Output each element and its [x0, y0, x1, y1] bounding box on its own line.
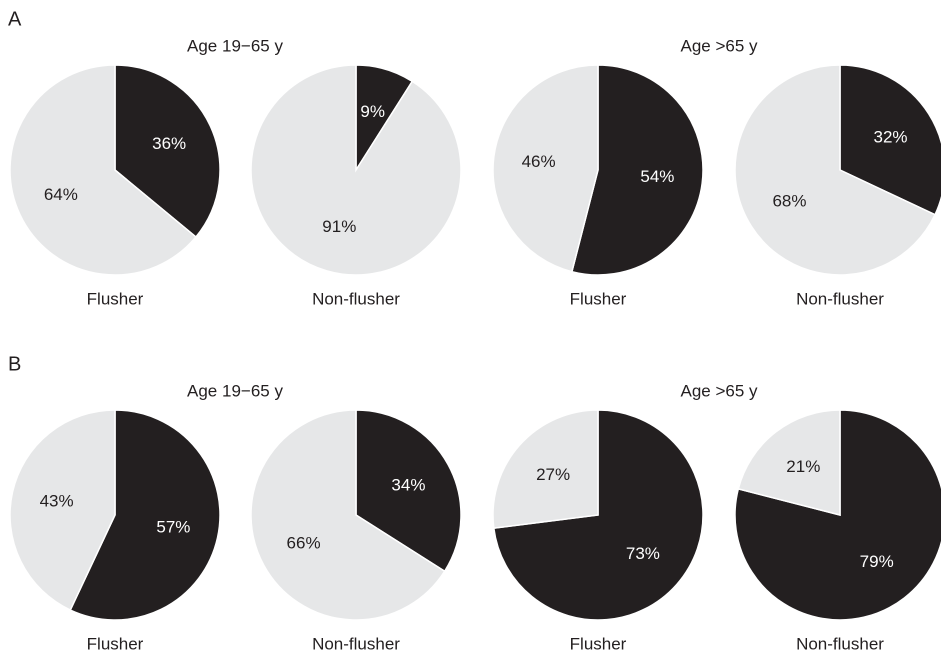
pie-slice — [9, 64, 197, 276]
slice-label: 66% — [287, 533, 321, 552]
slice-label: 36% — [152, 134, 186, 153]
pie-slice — [839, 64, 941, 216]
pie-label: Flusher — [87, 634, 144, 653]
slice-label: 46% — [522, 152, 556, 171]
group-title: Age >65 y — [680, 36, 758, 55]
pie-slice — [492, 409, 599, 529]
pie-label: Non-flusher — [312, 634, 400, 653]
slice-label: 9% — [360, 102, 385, 121]
slice-label: 64% — [44, 185, 78, 204]
pie-slice — [250, 409, 446, 621]
slice-label: 79% — [860, 552, 894, 571]
slice-label: 21% — [786, 457, 820, 476]
pie-label: Flusher — [570, 289, 627, 308]
slice-label: 68% — [772, 192, 806, 211]
pie-label: Non-flusher — [312, 289, 400, 308]
slice-label: 54% — [640, 167, 674, 186]
pie-label: Non-flusher — [796, 289, 884, 308]
slice-label: 57% — [156, 518, 190, 537]
pie-label: Flusher — [570, 634, 627, 653]
pie-slice — [114, 64, 221, 238]
slice-label: 91% — [322, 217, 356, 236]
slice-label: 27% — [536, 465, 570, 484]
slice-label: 32% — [874, 127, 908, 146]
pie-slice — [734, 64, 937, 276]
panel-label: B — [8, 353, 21, 375]
pie-slice — [69, 409, 221, 621]
pie-label: Non-flusher — [796, 634, 884, 653]
slice-label: 73% — [626, 544, 660, 563]
slice-label: 34% — [391, 476, 425, 495]
group-title: Age >65 y — [680, 381, 758, 400]
pie-label: Flusher — [87, 289, 144, 308]
pie-slice — [737, 409, 841, 516]
group-title: Age 19−65 y — [187, 36, 283, 55]
pie-slice — [492, 64, 599, 273]
pie-slice — [570, 64, 704, 276]
panel-label: A — [8, 8, 22, 30]
group-title: Age 19−65 y — [187, 381, 283, 400]
pie-slice — [250, 64, 462, 276]
slice-label: 43% — [40, 491, 74, 510]
pie-slice — [9, 409, 116, 612]
